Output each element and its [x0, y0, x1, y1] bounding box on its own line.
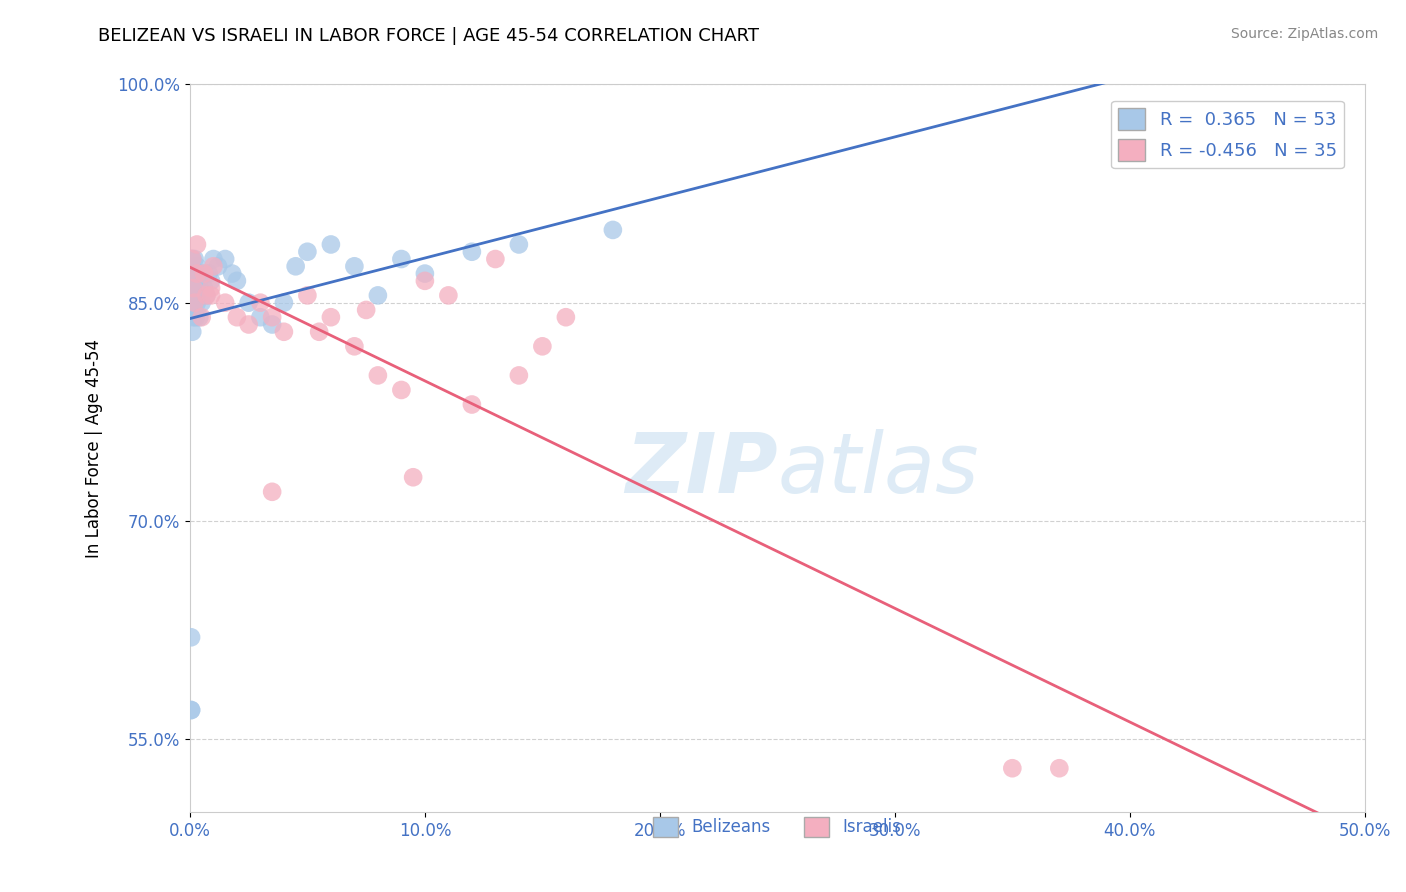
Point [273, 325, 295, 339]
Point [180, 302, 202, 317]
Point [197, 267, 219, 281]
Point [1001, 761, 1024, 775]
Point [297, 288, 319, 302]
Point [187, 288, 209, 302]
Point [214, 295, 236, 310]
Point [180, 703, 202, 717]
Point [181, 252, 204, 266]
Point [389, 252, 412, 266]
Point [602, 223, 624, 237]
Y-axis label: In Labor Force | Age 45-54: In Labor Force | Age 45-54 [86, 339, 103, 558]
Point [262, 484, 284, 499]
Point [188, 310, 211, 325]
Point [186, 281, 208, 295]
Point [183, 310, 205, 325]
Point [225, 274, 247, 288]
Point [221, 267, 243, 281]
Point [214, 252, 236, 266]
Point [319, 310, 342, 325]
Point [461, 397, 484, 411]
Point [1047, 761, 1070, 775]
Point [437, 288, 460, 302]
Point [484, 252, 506, 266]
Point [181, 267, 204, 281]
Point [238, 318, 260, 332]
Point [389, 383, 412, 397]
Point [180, 281, 202, 295]
Point [183, 274, 205, 288]
Point [190, 267, 212, 281]
Point [180, 288, 202, 302]
Point [183, 281, 205, 295]
Point [183, 295, 205, 310]
Point [554, 310, 576, 325]
Point [200, 281, 222, 295]
Point [186, 295, 208, 310]
Point [225, 310, 247, 325]
Point [402, 470, 425, 484]
Point [284, 260, 307, 274]
Point [195, 288, 218, 302]
Text: Source: ZipAtlas.com: Source: ZipAtlas.com [1230, 27, 1378, 41]
Point [238, 295, 260, 310]
Point [183, 267, 205, 281]
Point [193, 281, 215, 295]
Point [186, 260, 208, 274]
Point [461, 244, 484, 259]
Point [184, 281, 207, 295]
Point [207, 260, 229, 274]
Point [319, 237, 342, 252]
Point [181, 295, 204, 310]
Point [195, 288, 218, 302]
Point [202, 252, 225, 266]
Point [190, 295, 212, 310]
Point [413, 274, 436, 288]
Point [181, 325, 204, 339]
Point [262, 318, 284, 332]
Point [262, 310, 284, 325]
Point [184, 310, 207, 325]
Point [297, 244, 319, 259]
Point [181, 281, 204, 295]
Point [180, 630, 202, 644]
Point [273, 295, 295, 310]
Point [200, 274, 222, 288]
Point [308, 325, 330, 339]
Point [531, 339, 554, 353]
Point [190, 310, 212, 325]
Point [180, 295, 202, 310]
Point [202, 260, 225, 274]
Point [508, 368, 530, 383]
Text: atlas: atlas [778, 429, 979, 510]
Point [186, 267, 208, 281]
Point [508, 237, 530, 252]
Point [188, 281, 211, 295]
Point [180, 703, 202, 717]
Text: ZIP: ZIP [624, 429, 778, 510]
Point [186, 237, 208, 252]
Point [183, 295, 205, 310]
Point [343, 260, 366, 274]
Point [180, 267, 202, 281]
Point [183, 295, 205, 310]
Text: BELIZEAN VS ISRAELI IN LABOR FORCE | AGE 45-54 CORRELATION CHART: BELIZEAN VS ISRAELI IN LABOR FORCE | AGE… [98, 27, 759, 45]
Point [181, 252, 204, 266]
Point [413, 267, 436, 281]
Point [187, 267, 209, 281]
Legend: Belizeans, Israelis: Belizeans, Israelis [647, 810, 908, 844]
Point [200, 288, 222, 302]
Point [180, 252, 202, 266]
Point [193, 267, 215, 281]
Point [367, 288, 389, 302]
Point [249, 310, 271, 325]
Point [343, 339, 366, 353]
Point [183, 252, 205, 266]
Point [180, 274, 202, 288]
Point [354, 302, 377, 317]
Point [249, 295, 271, 310]
Point [367, 368, 389, 383]
